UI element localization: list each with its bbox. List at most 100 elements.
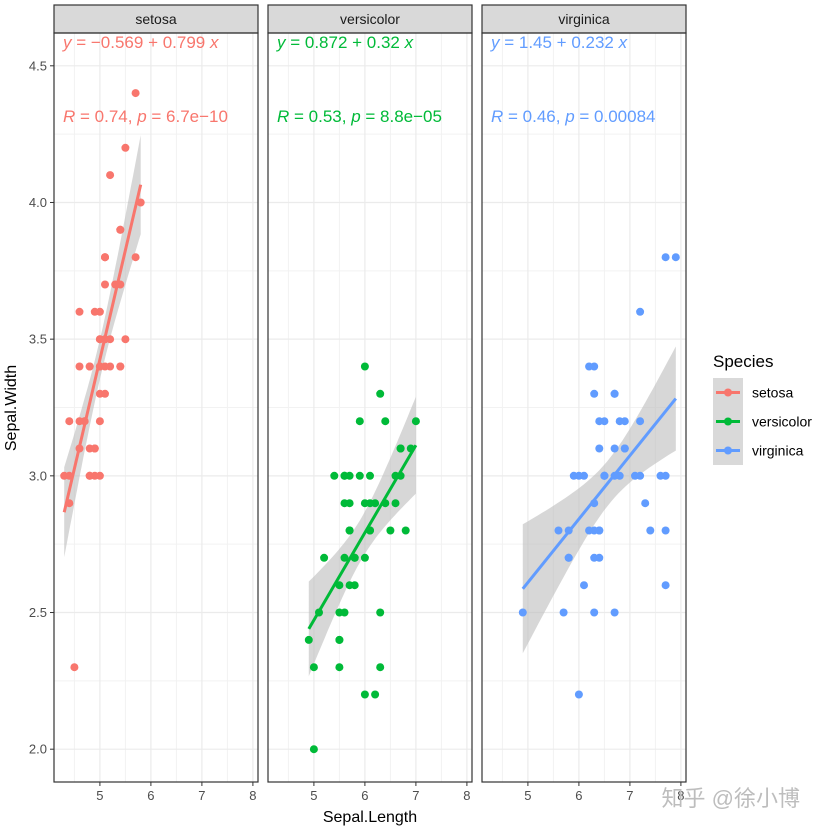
data-point-versicolor [355, 471, 364, 480]
panel-border [267, 32, 473, 783]
regression-line-setosa [62, 184, 143, 513]
data-point-virginica [590, 499, 599, 508]
data-point-versicolor [309, 663, 318, 672]
data-point-virginica [580, 581, 588, 590]
eq-body: = 1.45 + 0.232 [500, 33, 619, 52]
x-tick-label: 6 [147, 788, 154, 803]
legend: Species setosa versicolor virginica [713, 352, 812, 465]
data-point-versicolor [376, 608, 385, 617]
correlation-stats-virginica: R = 0.46, p = 0.00084 [491, 107, 656, 126]
x-tick-label: 7 [626, 788, 633, 803]
x-tick-label: 6 [361, 788, 368, 803]
y-tick-label: 4.5 [29, 58, 47, 73]
data-point-setosa [131, 253, 140, 262]
x-tick-label: 8 [249, 788, 256, 803]
stat-r-symbol: R [491, 107, 503, 126]
data-point-virginica [641, 499, 650, 508]
legend-key-point [724, 388, 732, 397]
data-point-setosa [65, 471, 74, 480]
x-tick-label: 6 [575, 788, 582, 803]
facet-strip-label: setosa [135, 11, 176, 27]
eq-x-symbol: x [404, 33, 414, 52]
legend-key-point [724, 417, 732, 426]
y-tick-label: 2.0 [29, 742, 47, 757]
data-point-virginica [590, 553, 599, 562]
panel-border [53, 32, 259, 783]
eq-y-symbol: y [490, 33, 501, 52]
regression-equation-setosa: y = −0.569 + 0.799 x [62, 33, 219, 52]
data-point-virginica [661, 526, 670, 535]
data-point-setosa [65, 417, 74, 426]
data-point-versicolor [345, 499, 354, 508]
data-point-virginica [554, 526, 563, 535]
stat-p-symbol: p [564, 107, 574, 126]
data-point-virginica [569, 471, 578, 480]
data-point-virginica [564, 526, 573, 535]
data-point-setosa [90, 444, 99, 453]
data-point-setosa [111, 280, 120, 289]
data-point-virginica [610, 444, 619, 453]
data-point-virginica [518, 608, 527, 617]
data-point-setosa [106, 335, 115, 344]
legend-entry-setosa: setosa [713, 378, 793, 407]
data-point-versicolor [391, 499, 400, 508]
data-point-virginica [574, 690, 583, 699]
legend-entries: setosa versicolor virginica [713, 378, 812, 465]
data-point-virginica [590, 526, 599, 535]
data-point-virginica [636, 307, 645, 316]
data-point-versicolor [360, 553, 369, 562]
eq-x-symbol: x [209, 33, 219, 52]
data-point-setosa [101, 253, 109, 262]
data-point-virginica [661, 253, 670, 262]
data-point-virginica [610, 608, 619, 617]
data-point-versicolor [350, 581, 359, 590]
data-point-setosa [95, 417, 104, 426]
data-point-setosa [95, 335, 104, 344]
stat-p-symbol: p [136, 107, 146, 126]
data-point-setosa [70, 663, 79, 672]
x-axis-title: Sepal.Length [323, 809, 417, 826]
data-point-versicolor [350, 553, 359, 562]
legend-label: virginica [752, 443, 804, 459]
data-point-virginica [610, 389, 619, 398]
facet-panel-virginica: y = 1.45 + 0.232 x R = 0.46, p = 0.00084 v… [481, 4, 687, 803]
legend-key-point [724, 446, 732, 455]
x-tick-label: 8 [463, 788, 470, 803]
facet-panel-setosa: y = −0.569 + 0.799 x R = 0.74, p = 6.7e−1… [53, 4, 259, 803]
data-point-setosa [65, 499, 74, 508]
data-point-virginica [636, 417, 645, 426]
data-point-versicolor [315, 608, 323, 617]
stat-p-value: = 8.8e−05 [361, 107, 442, 126]
y-tick-label: 2.5 [29, 605, 47, 620]
data-point-setosa [75, 417, 84, 426]
data-point-versicolor [366, 471, 374, 480]
data-point-versicolor [330, 471, 339, 480]
data-point-virginica [661, 581, 670, 590]
data-point-virginica [671, 253, 680, 262]
data-point-setosa [101, 362, 109, 371]
data-point-setosa [136, 198, 145, 207]
x-tick-label: 7 [198, 788, 205, 803]
data-point-setosa [95, 389, 104, 398]
data-point-versicolor [371, 499, 380, 508]
regression-line-virginica [521, 397, 677, 590]
watermark-text: 知乎 @徐小博 [662, 786, 800, 811]
facet-strip-label: versicolor [340, 11, 400, 27]
data-point-setosa [116, 362, 125, 371]
data-point-virginica [600, 471, 609, 480]
regression-equation-versicolor: y = 0.872 + 0.32 x [276, 33, 414, 52]
x-tick-label: 5 [524, 788, 531, 803]
stat-r-value: = 0.74, [75, 107, 137, 126]
stat-p-value: = 0.00084 [575, 107, 656, 126]
legend-entry-virginica: virginica [713, 436, 804, 465]
data-point-virginica [559, 608, 568, 617]
stat-r-value: = 0.53, [289, 107, 351, 126]
y-tick-label: 3.0 [29, 468, 47, 483]
data-point-versicolor [345, 471, 354, 480]
eq-y-symbol: y [276, 33, 287, 52]
facet-strip-setosa [53, 4, 259, 34]
data-point-versicolor [335, 581, 344, 590]
regression-equation-virginica: y = 1.45 + 0.232 x [490, 33, 628, 52]
data-point-versicolor [381, 499, 390, 508]
